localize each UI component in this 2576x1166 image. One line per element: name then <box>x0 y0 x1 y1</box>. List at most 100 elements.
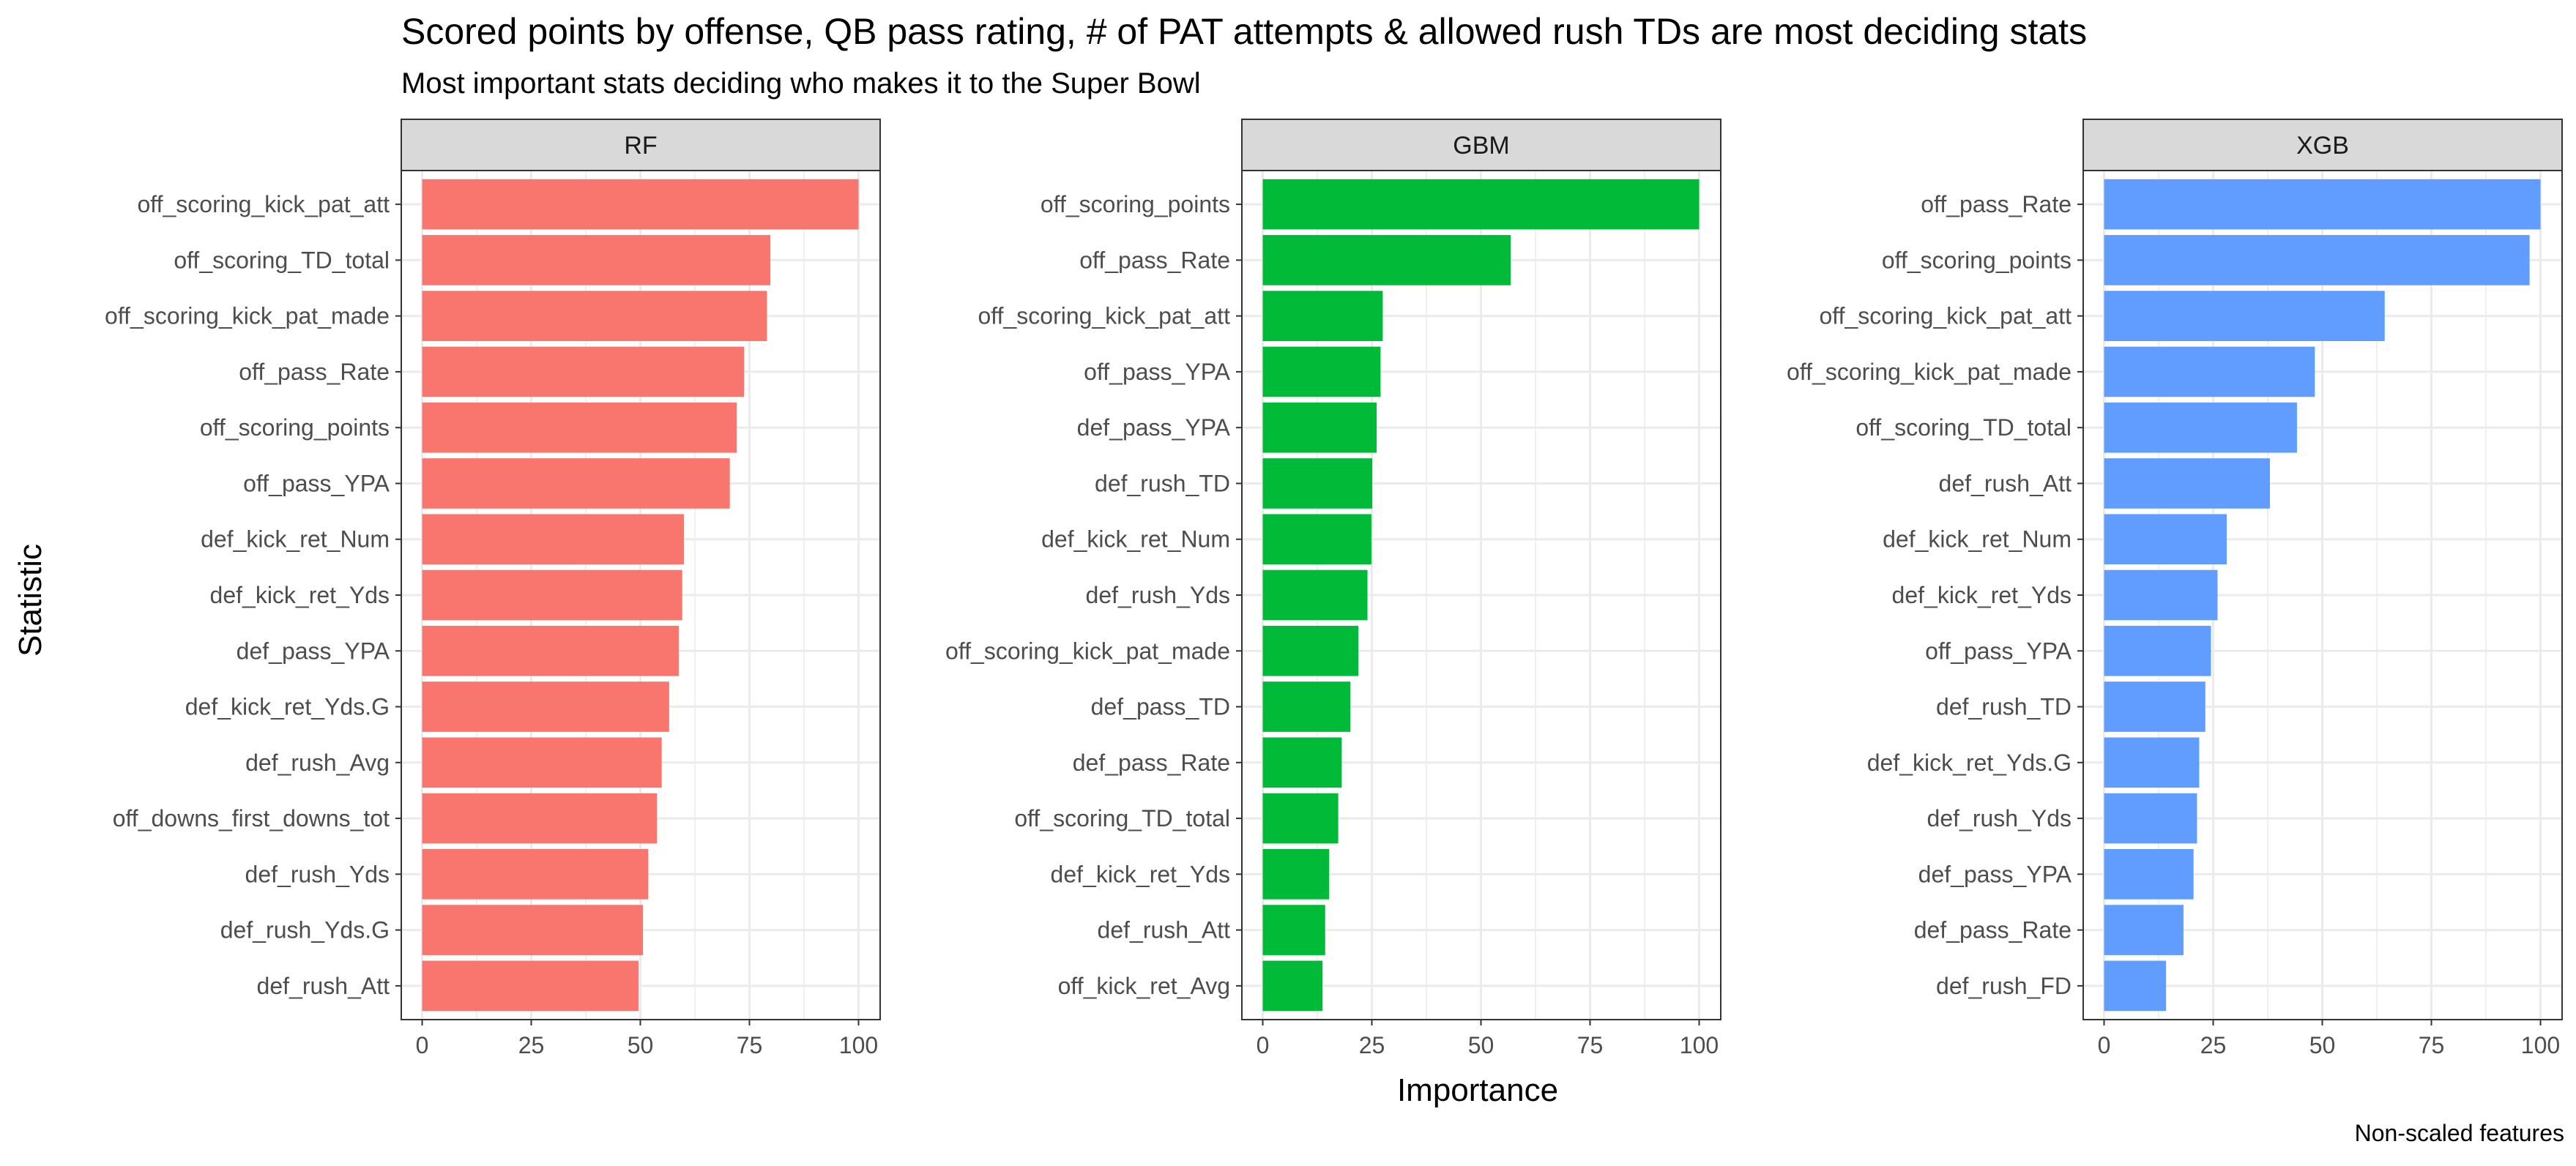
y-tick-label: def_kick_ret_Num <box>1883 526 2071 553</box>
bar <box>1262 291 1383 341</box>
bar <box>2104 458 2270 509</box>
bar <box>1262 793 1339 844</box>
chart-subtitle: Most important stats deciding who makes … <box>401 67 1201 100</box>
y-tick-label: def_kick_ret_Yds.G <box>1867 750 2071 776</box>
bar <box>422 402 737 453</box>
y-tick-label: off_scoring_kick_pat_att <box>1819 303 2071 329</box>
x-tick-label: 50 <box>628 1032 654 1058</box>
bar <box>422 514 685 565</box>
y-tick-label: def_kick_ret_Yds <box>210 582 390 608</box>
x-tick-label: 100 <box>839 1032 878 1058</box>
bar <box>2104 179 2541 230</box>
bar <box>2104 960 2167 1012</box>
y-tick-label: def_rush_Yds <box>1086 582 1230 608</box>
chart-title: Scored points by offense, QB pass rating… <box>401 11 2088 52</box>
y-tick-label: def_pass_Rate <box>1073 750 1230 776</box>
y-tick-label: def_kick_ret_Num <box>201 526 390 553</box>
bar <box>1262 569 1368 621</box>
bar <box>2104 514 2227 565</box>
x-tick-label: 50 <box>1468 1032 1494 1058</box>
bar <box>422 737 662 788</box>
facet-strip <box>2082 119 2563 171</box>
bar <box>2104 235 2530 285</box>
y-tick-label: off_pass_YPA <box>1925 638 2072 664</box>
bar <box>2104 849 2194 900</box>
y-tick-label: def_rush_Avg <box>245 750 390 776</box>
bar <box>1262 346 1381 397</box>
y-tick-label: off_kick_ret_Avg <box>1058 973 1230 999</box>
bar <box>422 849 649 900</box>
bar <box>422 179 859 230</box>
bar <box>2104 681 2205 732</box>
facet-label: XGB <box>2296 132 2349 160</box>
bar <box>422 235 771 285</box>
bar <box>422 346 745 397</box>
chart-caption: Non-scaled features <box>2354 1120 2564 1146</box>
y-tick-label: off_scoring_points <box>1041 191 1230 217</box>
y-tick-label: off_pass_Rate <box>239 359 390 385</box>
bar <box>422 458 730 509</box>
y-tick-label: def_kick_ret_Num <box>1041 526 1230 553</box>
facet-label: RF <box>624 132 657 160</box>
bar <box>422 905 644 955</box>
bar <box>1262 458 1373 509</box>
y-tick-label: off_scoring_kick_pat_made <box>945 638 1230 664</box>
y-tick-label: def_pass_YPA <box>237 638 390 664</box>
facet-strip <box>401 119 881 171</box>
y-tick-label: off_pass_YPA <box>243 470 390 496</box>
y-tick-label: off_pass_YPA <box>1084 359 1231 385</box>
bar <box>422 569 682 621</box>
y-tick-label: off_pass_Rate <box>1921 191 2071 217</box>
y-tick-label: def_pass_TD <box>1091 694 1230 720</box>
x-tick-label: 25 <box>2200 1032 2227 1058</box>
y-tick-label: off_downs_first_downs_tot <box>113 805 390 831</box>
x-tick-label: 25 <box>518 1032 545 1058</box>
bar <box>422 793 658 844</box>
bar <box>1262 905 1325 955</box>
y-tick-label: off_scoring_points <box>200 414 390 441</box>
y-tick-label: off_scoring_kick_pat_att <box>137 191 390 217</box>
y-tick-label: def_kick_ret_Yds <box>1051 861 1230 887</box>
y-tick-label: def_kick_ret_Yds.G <box>185 694 390 720</box>
y-tick-label: def_rush_Yds <box>1927 805 2071 831</box>
facet-label: GBM <box>1453 132 1509 160</box>
y-tick-label: def_rush_FD <box>1936 973 2071 999</box>
x-tick-label: 75 <box>1577 1032 1604 1058</box>
y-tick-label: off_scoring_TD_total <box>1855 414 2071 441</box>
y-tick-label: off_scoring_kick_pat_made <box>1787 359 2071 385</box>
y-tick-label: off_scoring_kick_pat_att <box>978 303 1230 329</box>
panel-xgb: XGB off_pass_Rate off_scoring_points off_sc… <box>1787 119 2563 1058</box>
y-tick-label: off_pass_Rate <box>1079 247 1230 273</box>
y-tick-label: def_rush_Att <box>1939 470 2072 496</box>
x-tick-label: 100 <box>1680 1032 1719 1058</box>
bar <box>422 681 669 732</box>
bar <box>2104 905 2184 955</box>
y-tick-label: off_scoring_kick_pat_made <box>105 303 390 329</box>
bar <box>1262 849 1330 900</box>
x-tick-label: 75 <box>2419 1032 2445 1058</box>
x-tick-label: 0 <box>416 1032 429 1058</box>
y-tick-label: def_pass_YPA <box>1077 414 1231 441</box>
y-tick-label: off_scoring_points <box>1882 247 2071 273</box>
bar <box>2104 569 2218 621</box>
bar <box>422 960 639 1012</box>
y-tick-label: def_rush_Att <box>257 973 390 999</box>
y-tick-label: def_kick_ret_Yds <box>1892 582 2071 608</box>
bar <box>2104 625 2211 676</box>
panel-gbm: GBM off_scoring_points off_pass_Rate off_sc… <box>945 119 1721 1058</box>
bar <box>2104 402 2297 453</box>
x-tick-label: 75 <box>737 1032 763 1058</box>
panel-rf: RF off_scoring_kick_pat_att off_scoring_TD… <box>105 119 881 1058</box>
bar <box>2104 346 2315 397</box>
y-tick-label: def_rush_Att <box>1098 917 1231 943</box>
x-tick-label: 100 <box>2521 1032 2560 1058</box>
y-tick-label: off_scoring_TD_total <box>1014 805 1230 831</box>
bar <box>1262 179 1700 230</box>
y-tick-label: def_rush_Yds <box>245 861 390 887</box>
bar <box>2104 291 2385 341</box>
bar <box>1262 402 1377 453</box>
facet-strip <box>1241 119 1721 171</box>
bar <box>1262 625 1359 676</box>
y-tick-label: off_scoring_TD_total <box>174 247 390 273</box>
